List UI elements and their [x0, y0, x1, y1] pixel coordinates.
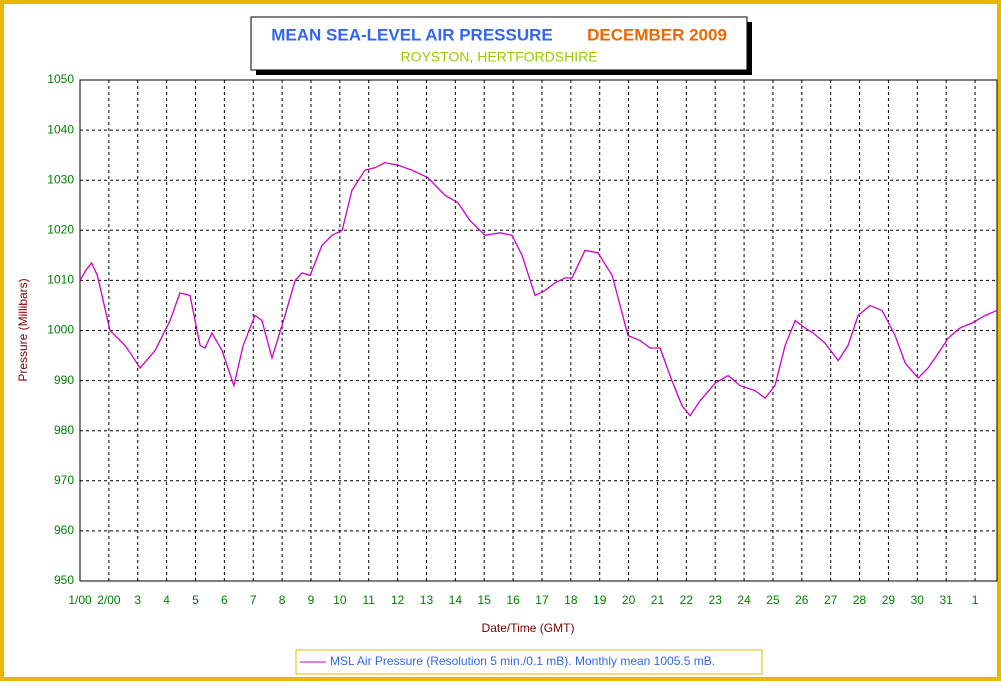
- y-tick-label: 1020: [47, 222, 74, 236]
- x-tick-label: 31: [940, 593, 954, 607]
- x-tick-label: 26: [795, 593, 809, 607]
- y-tick-label: 950: [54, 573, 74, 587]
- y-tick-label: 1040: [47, 122, 74, 136]
- x-tick-label: 18: [564, 593, 578, 607]
- x-tick-label: 22: [680, 593, 694, 607]
- x-tick-label: 11: [362, 593, 375, 607]
- legend: [295, 649, 763, 675]
- x-tick-label: 1: [972, 593, 979, 607]
- x-tick-label: 2/00: [97, 593, 121, 607]
- x-tick-label: 3: [134, 593, 141, 607]
- title-box: [250, 16, 748, 71]
- chart-title: MEAN SEA-LEVEL AIR PRESSURE: [271, 25, 553, 44]
- x-tick-label: 8: [279, 593, 286, 607]
- x-tick-label: 28: [853, 593, 867, 607]
- legend-label: MSL Air Pressure (Resolution 5 min./0.1 …: [330, 654, 715, 668]
- x-tick-label: 14: [449, 593, 463, 607]
- x-tick-label: 16: [506, 593, 520, 607]
- y-tick-label: 960: [54, 523, 74, 537]
- x-tick-label: 12: [391, 593, 405, 607]
- x-tick-label: 23: [709, 593, 723, 607]
- x-tick-label: 6: [221, 593, 228, 607]
- x-tick-label: 25: [766, 593, 780, 607]
- x-tick-label: 1/00: [68, 593, 92, 607]
- x-tick-label: 15: [478, 593, 492, 607]
- y-tick-label: 1000: [47, 323, 74, 337]
- series-line: [79, 161, 998, 417]
- x-tick-label: 17: [535, 593, 549, 607]
- chart-title-month: DECEMBER 2009: [587, 25, 727, 44]
- x-tick-label: 29: [882, 593, 896, 607]
- chart-subtitle: ROYSTON, HERTFORDSHIRE: [400, 49, 597, 65]
- y-tick-label: 1050: [47, 72, 74, 86]
- x-tick-label: 19: [593, 593, 607, 607]
- y-tick-label: 1030: [47, 172, 74, 186]
- y-tick-label: 990: [54, 373, 74, 387]
- x-tick-label: 4: [163, 593, 170, 607]
- x-tick-label: 30: [911, 593, 925, 607]
- x-tick-label: 10: [333, 593, 347, 607]
- x-tick-label: 9: [308, 593, 315, 607]
- x-axis-label: Date/Time (GMT): [482, 621, 575, 635]
- x-tick-label: 24: [737, 593, 751, 607]
- y-tick-label: 980: [54, 423, 74, 437]
- y-tick-label: 1010: [47, 273, 74, 287]
- x-tick-label: 27: [824, 593, 838, 607]
- x-tick-label: 13: [420, 593, 434, 607]
- x-tick-label: 5: [192, 593, 199, 607]
- y-tick-label: 970: [54, 473, 74, 487]
- x-tick-label: 21: [651, 593, 665, 607]
- x-tick-label: 7: [250, 593, 257, 607]
- x-tick-label: 20: [622, 593, 636, 607]
- y-axis-label: Pressure (Millibars): [16, 278, 30, 381]
